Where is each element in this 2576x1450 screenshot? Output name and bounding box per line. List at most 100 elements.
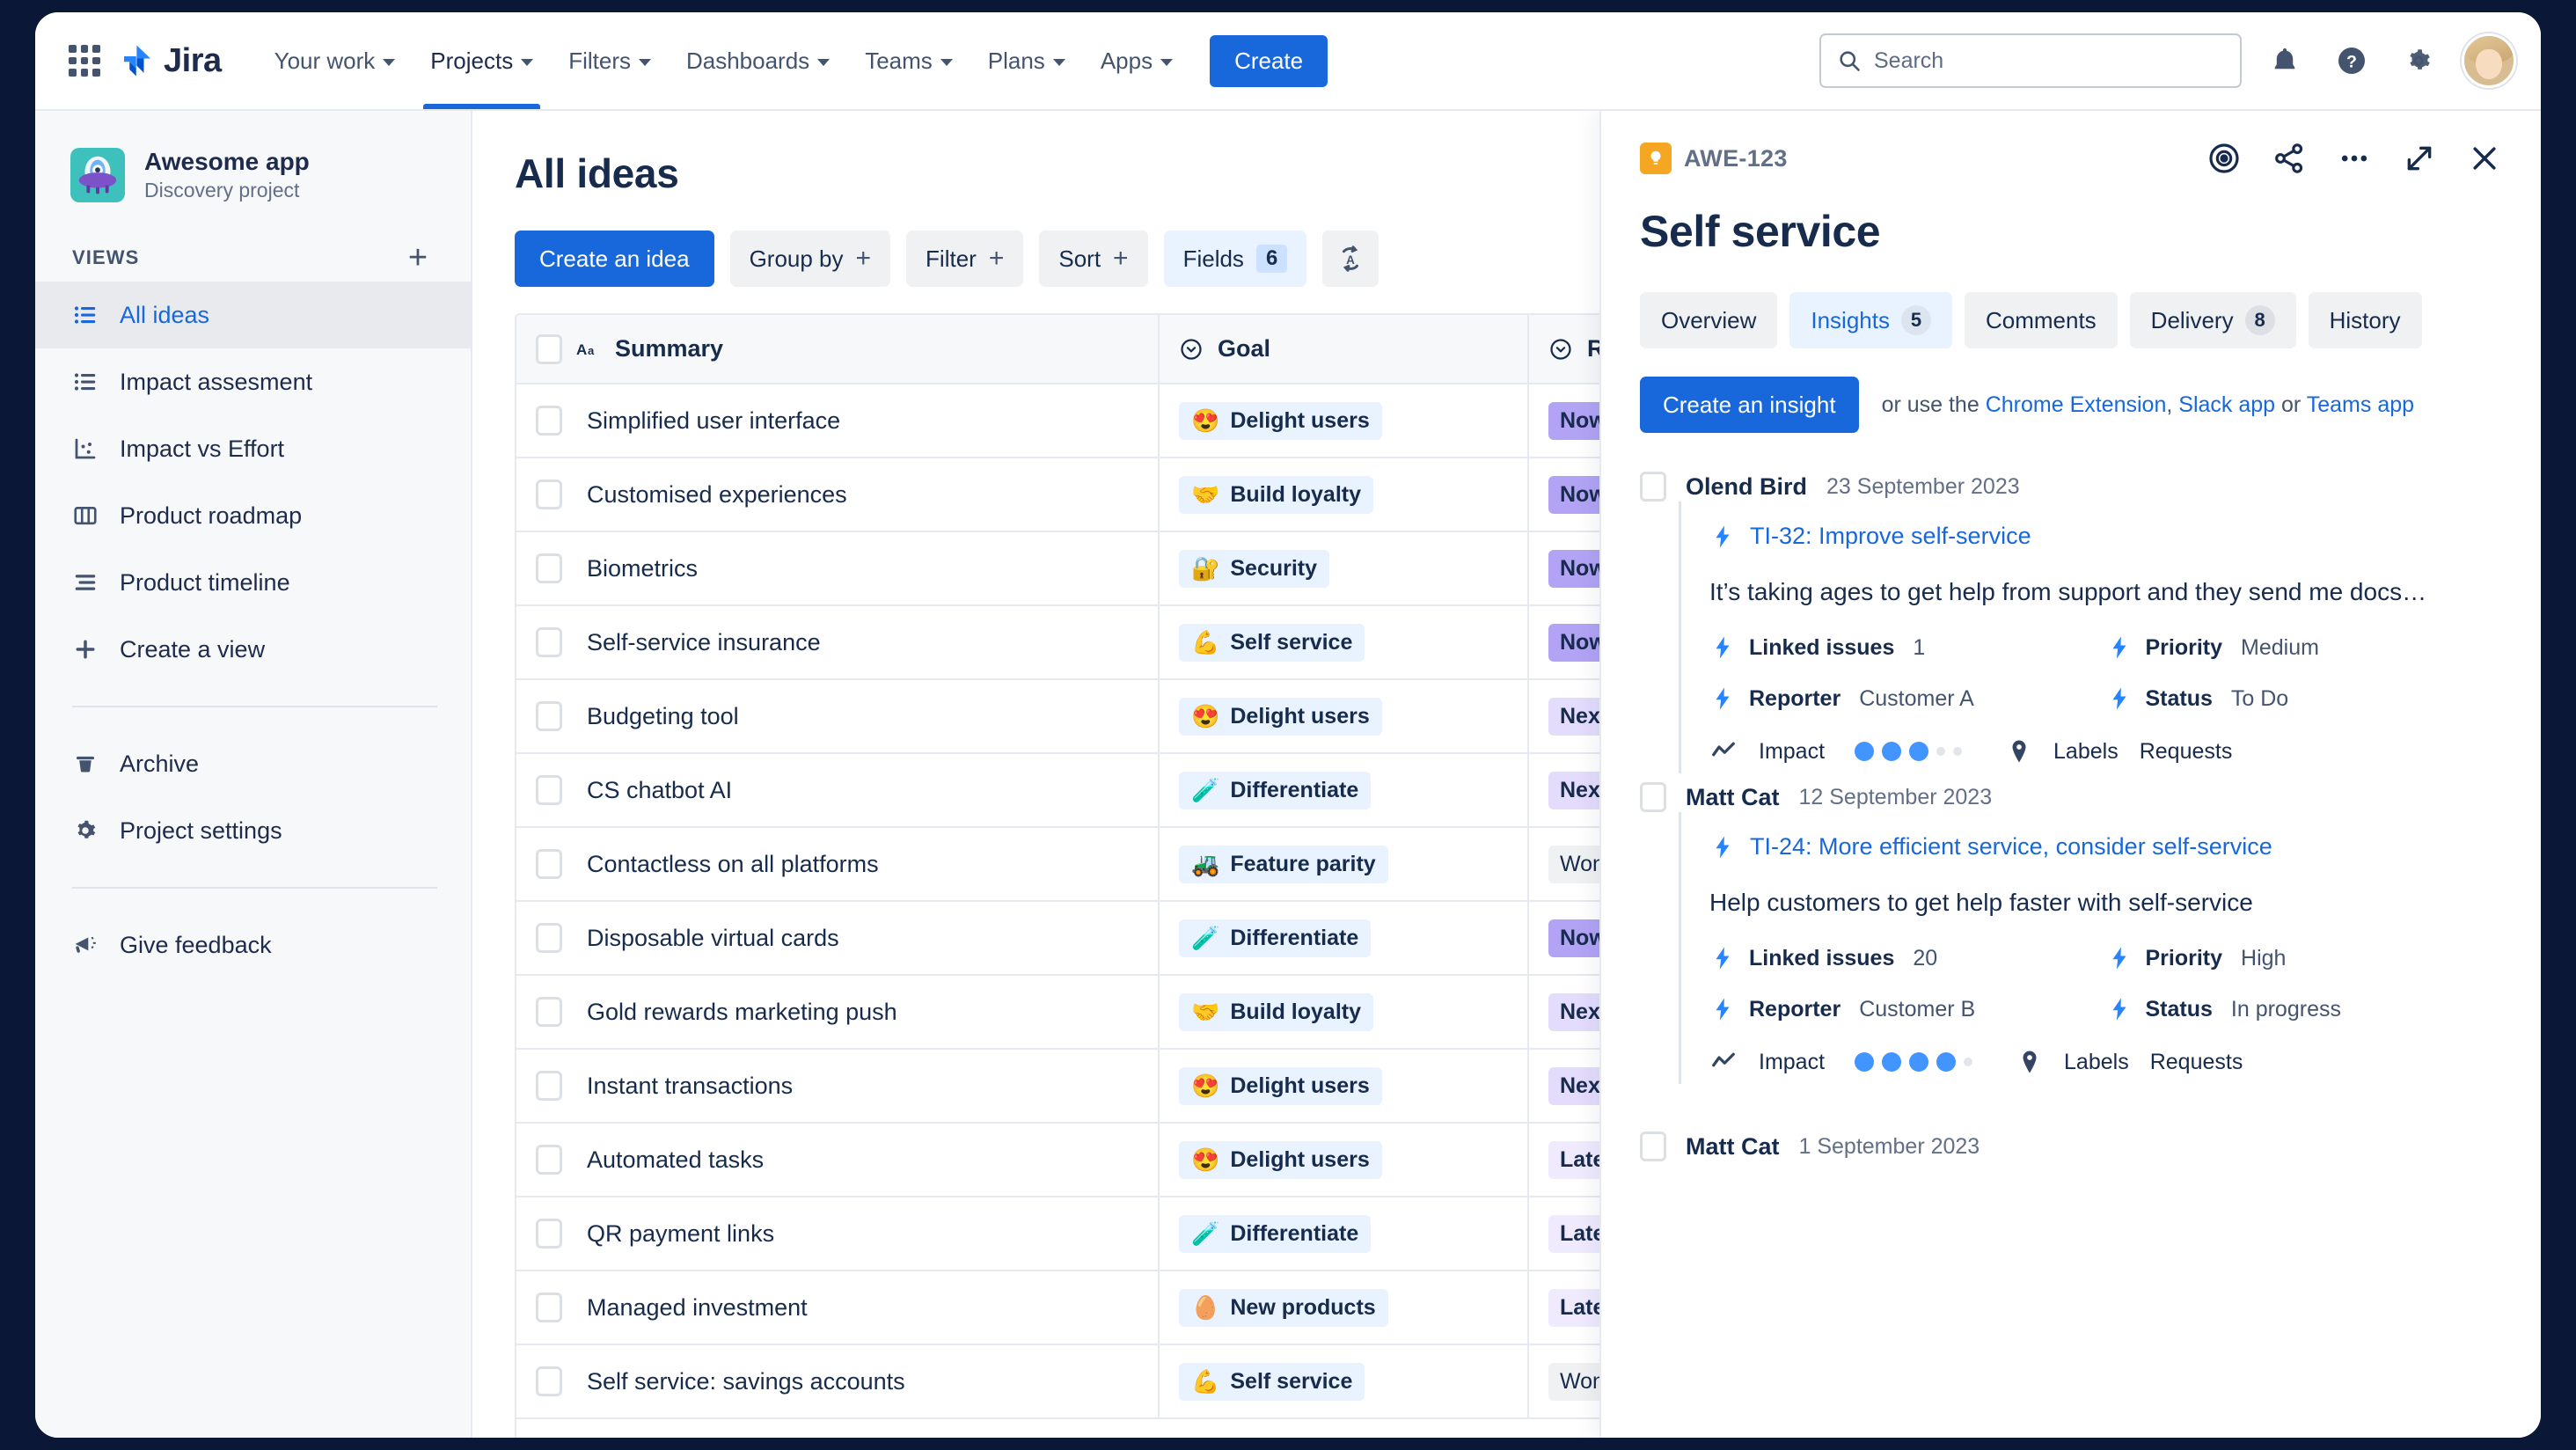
cell-roadmap[interactable]: Later (1528, 1271, 1599, 1345)
cell-goal[interactable]: 💪 Self service (1159, 605, 1529, 680)
roadmap-tag[interactable]: Later (1548, 1288, 1599, 1327)
teams-app-link[interactable]: Teams app (2306, 392, 2415, 417)
row-checkbox[interactable] (536, 1145, 562, 1175)
slack-app-link[interactable]: Slack app (2178, 392, 2276, 417)
table-row[interactable]: Contactless on all platforms 🚜 Feature par… (516, 827, 1599, 902)
insight-checkbox[interactable] (1640, 782, 1666, 812)
cell-goal[interactable]: 😍 Delight users (1159, 384, 1529, 458)
table-row[interactable]: Automated tasks 😍 Delight users Later (516, 1123, 1599, 1197)
cell-summary[interactable]: Customised experiences (516, 458, 1160, 532)
tab-history[interactable]: History (2308, 292, 2422, 348)
nav-item-dashboards[interactable]: Dashboards (669, 12, 847, 109)
cell-goal[interactable]: 💪 Self service (1159, 1344, 1529, 1419)
table-row[interactable]: Customised experiences 🤝 Build loyalty Now (516, 458, 1599, 532)
cell-goal[interactable]: 🧪 Differentiate (1159, 1197, 1529, 1271)
chrome-extension-link[interactable]: Chrome Extension (1985, 392, 2167, 417)
table-row[interactable]: CS chatbot AI 🧪 Differentiate Next (516, 753, 1599, 828)
jira-home-logo[interactable]: Jira (120, 42, 222, 80)
fields-button[interactable]: Fields 6 (1163, 231, 1307, 287)
cell-summary[interactable]: CS chatbot AI (516, 753, 1160, 828)
cell-summary[interactable]: Budgeting tool (516, 679, 1160, 754)
goal-tag[interactable]: 🔐 Security (1179, 549, 1330, 588)
tab-overview[interactable]: Overview (1640, 292, 1778, 348)
column-header-goal[interactable]: Goal (1159, 315, 1529, 384)
cell-roadmap[interactable]: Won’t do (1528, 1344, 1599, 1419)
filter-button[interactable]: Filter + (906, 231, 1024, 287)
sidebar-item-give-feedback[interactable]: Give feedback (35, 912, 471, 978)
roadmap-tag[interactable]: Later (1548, 1214, 1599, 1253)
tab-comments[interactable]: Comments (1964, 292, 2118, 348)
impact-rating[interactable] (1855, 1052, 1973, 1072)
user-avatar[interactable] (2462, 33, 2516, 88)
row-checkbox[interactable] (536, 1293, 562, 1322)
insight-card[interactable]: Olend Bird 23 September 2023 TI-32: Improv… (1640, 472, 2502, 773)
sidebar-item-impact-assesment[interactable]: Impact assesment (35, 348, 471, 415)
goal-tag[interactable]: 🥚 New products (1179, 1288, 1388, 1327)
roadmap-tag[interactable]: Now (1548, 401, 1599, 440)
roadmap-tag[interactable]: Next (1548, 1066, 1599, 1105)
goal-tag[interactable]: 😍 Delight users (1179, 1066, 1382, 1105)
roadmap-tag[interactable]: Now (1548, 475, 1599, 514)
search-box[interactable] (1819, 33, 2242, 88)
cell-roadmap[interactable]: Now (1528, 901, 1599, 976)
row-checkbox[interactable] (536, 701, 562, 731)
cell-roadmap[interactable]: Next (1528, 679, 1599, 754)
roadmap-tag[interactable]: Now (1548, 919, 1599, 957)
cell-summary[interactable]: Self service: savings accounts (516, 1344, 1160, 1419)
roadmap-tag[interactable]: Next (1548, 697, 1599, 736)
goal-tag[interactable]: 😍 Delight users (1179, 697, 1382, 736)
cell-summary[interactable]: Self-service insurance (516, 605, 1160, 680)
search-input[interactable] (1874, 48, 2224, 74)
sort-button[interactable]: Sort + (1039, 231, 1148, 287)
row-checkbox[interactable] (536, 775, 562, 805)
sidebar-item-product-timeline[interactable]: Product timeline (35, 549, 471, 616)
cell-roadmap[interactable]: Now (1528, 531, 1599, 606)
app-switcher-icon[interactable] (62, 38, 107, 84)
nav-item-plans[interactable]: Plans (970, 12, 1083, 109)
cell-goal[interactable]: 😍 Delight users (1159, 1123, 1529, 1197)
roadmap-tag[interactable]: Next (1548, 992, 1599, 1031)
create-button[interactable]: Create (1210, 34, 1328, 87)
linked-issue-link[interactable]: TI-32: Improve self-service (1709, 523, 2502, 550)
cell-goal[interactable]: 😍 Delight users (1159, 1049, 1529, 1124)
table-row[interactable]: Managed investment 🥚 New products Later (516, 1271, 1599, 1345)
table-row[interactable]: Disposable virtual cards 🧪 Differentiate No… (516, 901, 1599, 976)
roadmap-tag[interactable]: Now (1548, 549, 1599, 588)
row-checkbox[interactable] (536, 849, 562, 879)
sidebar-item-create-a-view[interactable]: Create a view (35, 616, 471, 683)
cell-summary[interactable]: Biometrics (516, 531, 1160, 606)
cell-goal[interactable]: 😍 Delight users (1159, 679, 1529, 754)
cell-roadmap[interactable]: Now (1528, 458, 1599, 532)
notifications-icon[interactable] (2261, 37, 2309, 84)
cell-goal[interactable]: 🧪 Differentiate (1159, 901, 1529, 976)
watch-icon[interactable] (2206, 141, 2242, 176)
cell-roadmap[interactable]: Now (1528, 605, 1599, 680)
insight-checkbox[interactable] (1640, 472, 1666, 502)
cell-summary[interactable]: Automated tasks (516, 1123, 1160, 1197)
cell-roadmap[interactable]: Won’t do (1528, 827, 1599, 902)
nav-item-apps[interactable]: Apps (1083, 12, 1190, 109)
add-view-icon[interactable]: + (407, 238, 428, 276)
cell-roadmap[interactable]: Later (1528, 1123, 1599, 1197)
idea-title[interactable]: Self service (1640, 207, 1881, 256)
row-checkbox[interactable] (536, 1071, 562, 1101)
roadmap-tag[interactable]: Won’t do (1548, 845, 1599, 883)
goal-tag[interactable]: 🧪 Differentiate (1179, 771, 1372, 809)
close-icon[interactable] (2467, 141, 2502, 176)
table-row[interactable]: Gold rewards marketing push 🤝 Build loyalt… (516, 975, 1599, 1050)
more-options-icon[interactable] (2337, 141, 2372, 176)
nav-item-your-work[interactable]: Your work (257, 12, 413, 109)
cell-summary[interactable]: Instant transactions (516, 1049, 1160, 1124)
cell-roadmap[interactable]: Later (1528, 1197, 1599, 1271)
expand-icon[interactable] (2402, 141, 2437, 176)
goal-tag[interactable]: 🤝 Build loyalty (1179, 475, 1374, 514)
table-row[interactable]: Self-service insurance 💪 Self service Now (516, 605, 1599, 680)
help-icon[interactable]: ? (2328, 37, 2375, 84)
row-checkbox[interactable] (536, 923, 562, 953)
sidebar-item-archive[interactable]: Archive (35, 730, 471, 797)
sidebar-item-impact-vs-effort[interactable]: Impact vs Effort (35, 415, 471, 482)
goal-tag[interactable]: 🚜 Feature parity (1179, 845, 1388, 883)
cell-goal[interactable]: 🚜 Feature parity (1159, 827, 1529, 902)
cell-summary[interactable]: QR payment links (516, 1197, 1160, 1271)
goal-tag[interactable]: 🧪 Differentiate (1179, 919, 1372, 957)
